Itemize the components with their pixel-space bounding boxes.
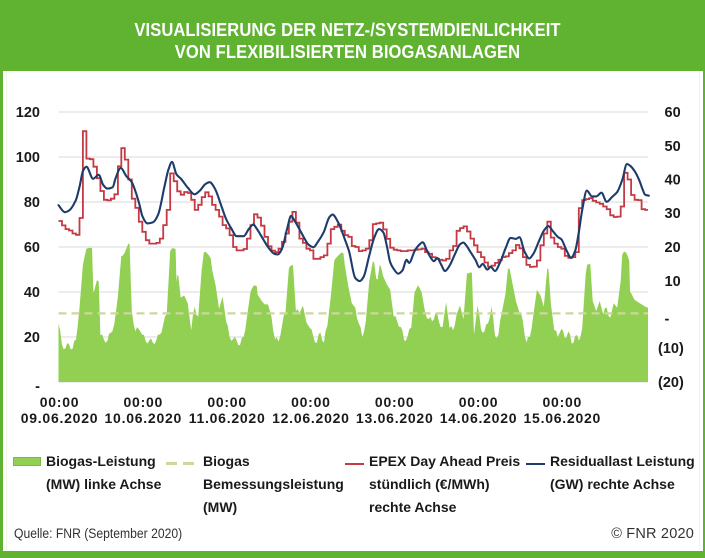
svg-text:20: 20 — [665, 240, 681, 256]
svg-text:-: - — [665, 312, 670, 328]
svg-text:120: 120 — [16, 105, 40, 121]
svg-text:09.06.2020: 09.06.2020 — [21, 410, 99, 426]
svg-text:(20): (20) — [658, 375, 684, 391]
svg-text:00:00: 00:00 — [40, 394, 80, 410]
svg-text:14.06.2020: 14.06.2020 — [440, 410, 518, 426]
svg-text:13.06.2020: 13.06.2020 — [356, 410, 434, 426]
svg-text:40: 40 — [665, 173, 681, 189]
svg-text:00:00: 00:00 — [543, 394, 583, 410]
svg-text:00:00: 00:00 — [459, 394, 499, 410]
svg-text:00:00: 00:00 — [375, 394, 415, 410]
svg-text:00:00: 00:00 — [207, 394, 247, 410]
svg-text:11.06.2020: 11.06.2020 — [189, 410, 266, 426]
svg-text:100: 100 — [16, 150, 40, 166]
svg-text:10.06.2020: 10.06.2020 — [105, 410, 183, 426]
svg-text:80: 80 — [24, 195, 40, 211]
svg-text:15.06.2020: 15.06.2020 — [524, 410, 602, 426]
svg-text:12.06.2020: 12.06.2020 — [272, 410, 350, 426]
svg-text:00:00: 00:00 — [124, 394, 164, 410]
svg-text:00:00: 00:00 — [291, 394, 331, 410]
svg-text:10: 10 — [665, 274, 681, 290]
svg-text:-: - — [35, 379, 40, 395]
svg-text:40: 40 — [24, 285, 40, 301]
svg-text:60: 60 — [24, 240, 40, 256]
svg-text:30: 30 — [665, 206, 681, 222]
svg-text:60: 60 — [665, 105, 681, 121]
svg-text:(10): (10) — [658, 341, 684, 357]
svg-text:50: 50 — [665, 139, 681, 155]
svg-text:20: 20 — [24, 330, 40, 346]
